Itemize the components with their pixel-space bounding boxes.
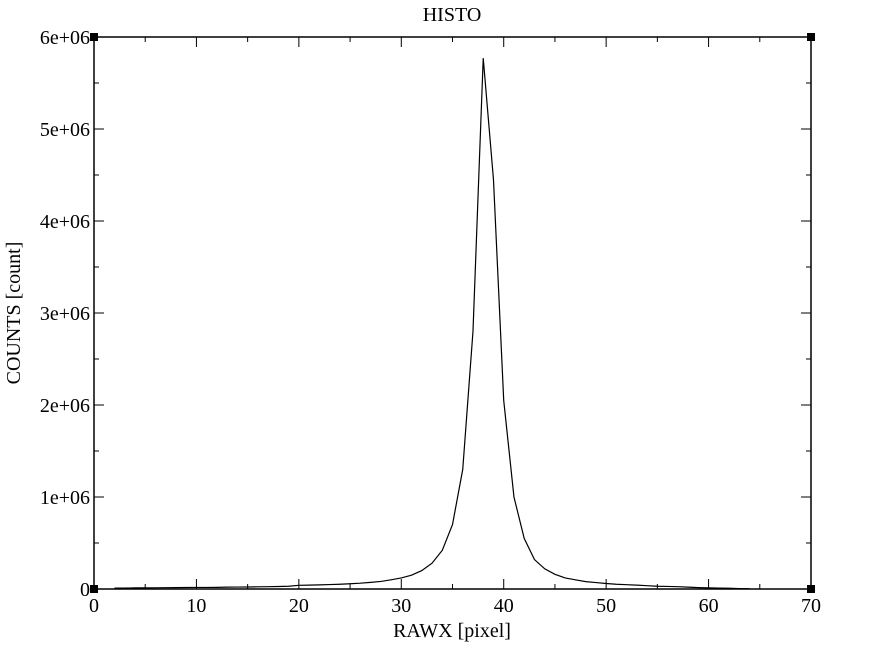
- x-tick-label: 40: [494, 595, 514, 617]
- x-tick-label: 10: [186, 595, 206, 617]
- chart-title: HISTO: [423, 4, 482, 26]
- data-line: [114, 58, 750, 590]
- x-tick-label: 50: [596, 595, 616, 617]
- x-tick-label: 30: [391, 595, 411, 617]
- y-tick-label: 3e+06: [40, 303, 90, 325]
- x-tick-label: 0: [89, 595, 99, 617]
- y-tick-label: 2e+06: [40, 395, 90, 417]
- x-tick-label: 20: [289, 595, 309, 617]
- y-tick-label: 6e+06: [40, 27, 90, 49]
- x-axis-label: RAWX [pixel]: [393, 620, 511, 642]
- x-tick-label: 70: [801, 595, 821, 617]
- y-tick-label: 0: [80, 579, 90, 601]
- y-axis-label: COUNTS [count]: [3, 242, 25, 385]
- y-tick-label: 4e+06: [40, 211, 90, 233]
- y-tick-label: 1e+06: [40, 487, 90, 509]
- x-tick-label: 60: [699, 595, 719, 617]
- y-tick-label: 5e+06: [40, 119, 90, 141]
